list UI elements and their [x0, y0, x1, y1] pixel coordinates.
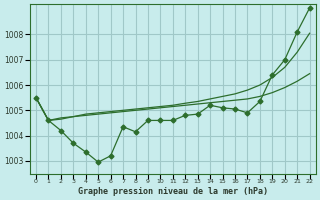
X-axis label: Graphe pression niveau de la mer (hPa): Graphe pression niveau de la mer (hPa) [78, 187, 268, 196]
